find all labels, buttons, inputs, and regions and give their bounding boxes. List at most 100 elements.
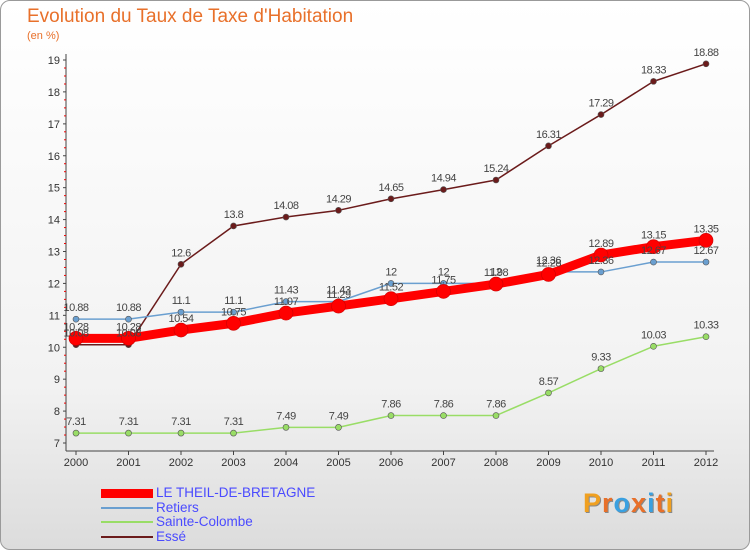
line-chart: 7 8 9 10 11 12 13 14 15 16 17 18 19 2000 2001 2002 2003 2… — [48, 47, 720, 469]
y-tick-label: 16 — [48, 151, 60, 163]
data-point-2 — [597, 365, 605, 372]
data-point-0 — [646, 239, 661, 255]
data-label: 7.49 — [276, 410, 296, 422]
data-point-0 — [698, 233, 714, 248]
data-label: 7.31 — [224, 416, 244, 428]
data-label: 11.1 — [224, 295, 243, 307]
data-label: 10.28 — [116, 321, 141, 333]
data-point-2 — [72, 429, 80, 437]
data-label: 13.8 — [224, 209, 244, 221]
data-point-3 — [702, 60, 710, 68]
data-point-2 — [492, 412, 500, 419]
chart-subtitle: (en %) — [27, 30, 60, 42]
data-point-0 — [68, 331, 84, 346]
data-label: 7.86 — [486, 399, 506, 411]
data-label: 14.94 — [431, 173, 456, 185]
data-label: 8.57 — [539, 376, 559, 388]
y-tick-label: 14 — [48, 215, 60, 227]
logo-letter: i — [647, 488, 656, 518]
data-point-2 — [545, 389, 552, 397]
data-label: 12 — [438, 266, 450, 278]
data-label: 15.24 — [483, 163, 508, 175]
data-label: 10.28 — [63, 321, 88, 333]
data-label: 11.98 — [484, 267, 509, 279]
data-point-2 — [282, 424, 290, 431]
data-label: 14.29 — [326, 193, 351, 205]
x-tick-label: 2005 — [326, 457, 350, 469]
data-point-1 — [282, 298, 290, 305]
data-point-0 — [331, 298, 346, 314]
data-point-2 — [125, 429, 132, 437]
x-tick-label: 2010 — [589, 457, 613, 469]
data-point-1 — [72, 315, 80, 323]
data-label: 10.08 — [116, 328, 141, 340]
x-tick-label: 2000 — [64, 457, 88, 469]
y-tick-label: 17 — [48, 119, 60, 131]
legend-swatch — [101, 535, 153, 538]
data-label: 10.54 — [168, 313, 193, 325]
logo-letter: i — [665, 488, 675, 518]
data-point-3 — [177, 260, 185, 268]
data-label: 17.29 — [588, 98, 613, 110]
data-point-1 — [650, 258, 657, 266]
logo-letter: x — [631, 488, 648, 518]
data-label: 16.31 — [536, 129, 561, 141]
y-tick-label: 10 — [48, 342, 60, 354]
data-label: 12 — [490, 266, 502, 278]
data-point-3 — [545, 142, 552, 150]
logo-letter: t — [655, 488, 666, 518]
data-point-1 — [702, 258, 710, 266]
data-point-0 — [541, 267, 556, 282]
data-label: 12.67 — [641, 245, 666, 257]
data-label: 12.36 — [588, 255, 613, 267]
x-tick-label: 2003 — [221, 457, 245, 469]
data-point-2 — [440, 412, 447, 419]
data-point-2 — [230, 429, 237, 437]
y-tick-label: 11 — [49, 310, 60, 322]
legend-swatch — [101, 489, 153, 498]
data-point-3 — [335, 207, 342, 214]
data-point-0 — [226, 316, 241, 331]
y-tick-label: 19 — [48, 55, 60, 67]
data-label: 18.88 — [693, 47, 718, 59]
data-point-2 — [387, 412, 395, 419]
data-label: 7.86 — [381, 399, 401, 411]
data-point-3 — [650, 78, 657, 85]
y-tick-label: 15 — [48, 183, 60, 195]
x-tick-label: 2002 — [169, 457, 193, 469]
data-point-1 — [230, 308, 237, 316]
data-label: 14.08 — [273, 200, 298, 212]
data-label: 11.29 — [326, 289, 351, 301]
data-label: 12 — [385, 266, 397, 278]
legend-swatch — [101, 521, 153, 523]
x-tick-label: 2012 — [694, 457, 718, 469]
data-label: 12.36 — [536, 255, 561, 267]
data-label: 12.89 — [588, 238, 613, 250]
data-point-0 — [488, 276, 504, 292]
y-tick-label: 18 — [48, 87, 60, 99]
y-tick-label: 7 — [54, 438, 60, 450]
data-point-3 — [492, 176, 500, 184]
x-tick-label: 2009 — [536, 457, 560, 469]
data-label: 10.03 — [641, 329, 666, 341]
y-tick-label: 8 — [54, 406, 60, 418]
data-label: 14.65 — [378, 182, 403, 194]
data-point-3 — [597, 111, 605, 118]
data-label: 11.07 — [274, 296, 299, 308]
logo-letter: r — [602, 488, 614, 518]
x-tick-label: 2007 — [431, 457, 455, 469]
data-label: 10.88 — [63, 302, 88, 314]
x-tick-label: 2004 — [274, 457, 298, 469]
data-label: 7.31 — [66, 416, 86, 428]
data-point-0 — [383, 291, 399, 307]
legend-label: LE THEIL-DE-BRETAGNE — [156, 485, 316, 500]
data-point-0 — [593, 247, 609, 263]
data-point-3 — [387, 195, 395, 203]
data-label: 9.33 — [591, 352, 611, 364]
data-label: 11.52 — [379, 282, 404, 294]
data-point-0 — [278, 305, 294, 321]
data-label: 13.15 — [641, 230, 666, 242]
data-point-2 — [650, 342, 657, 350]
y-tick-label: 13 — [48, 247, 60, 259]
